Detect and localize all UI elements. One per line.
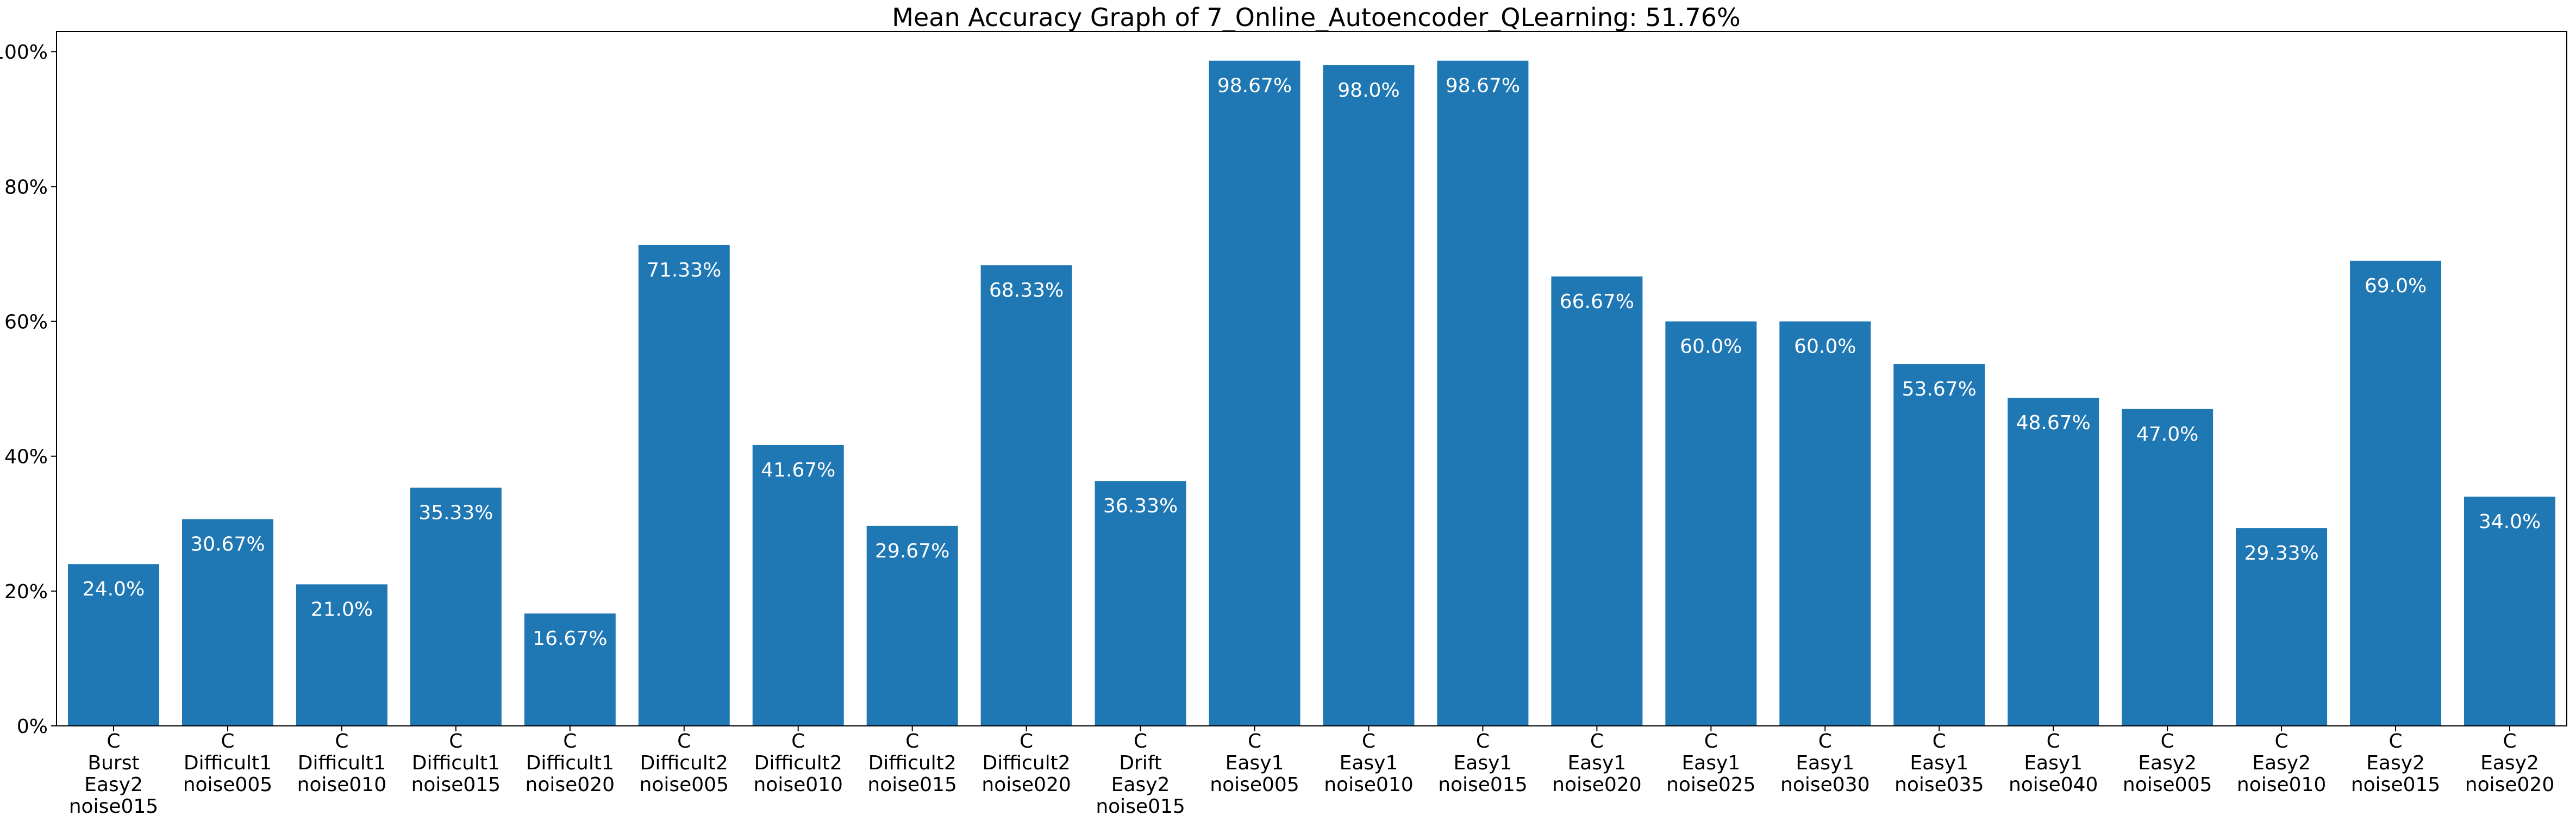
x-tick-label: C Difficult2 noise020	[981, 730, 1071, 796]
x-tick-label: C Difficult1 noise015	[411, 730, 501, 796]
x-tick-label: C Easy1 noise010	[1324, 730, 1413, 796]
data-label: 98.67%	[1217, 75, 1292, 97]
y-tick-label: 60%	[4, 311, 48, 334]
x-axis: C Burst Easy2 noise015 C Difficult1 noise005 C D…	[69, 726, 2554, 815]
data-label: 60.0%	[1794, 336, 1856, 358]
x-tick-label: C Easy1 noise005	[1210, 730, 1299, 796]
x-tick-label: C Difficult1 noise010	[297, 730, 386, 796]
bar	[980, 265, 1072, 726]
data-label: 48.67%	[2016, 412, 2091, 434]
data-label: 29.33%	[2244, 542, 2318, 565]
bar	[2350, 260, 2442, 726]
x-tick-label: C Easy2 noise005	[2123, 730, 2212, 796]
bar	[1209, 60, 1300, 726]
x-tick-label: C Difficult2 noise010	[753, 730, 842, 796]
y-tick-label: 80%	[4, 176, 48, 198]
data-label: 68.33%	[989, 279, 1064, 302]
data-label: 30.67%	[190, 533, 265, 555]
bar	[1437, 60, 1529, 726]
bar	[410, 487, 502, 726]
bar	[2122, 409, 2214, 726]
bar	[1779, 321, 1871, 726]
chart-title: Mean Accuracy Graph of 7_Online_Autoenco…	[892, 3, 1740, 32]
data-label: 29.67%	[875, 540, 949, 562]
x-tick-label: C Burst Easy2 noise015	[69, 730, 158, 815]
x-tick-label: C Easy1 noise015	[1438, 730, 1527, 796]
x-tick-label: C Easy2 noise010	[2237, 730, 2326, 796]
x-tick-label: C Easy2 noise015	[2351, 730, 2440, 796]
bar	[2008, 398, 2099, 726]
bar	[182, 519, 273, 726]
x-tick-label: C Difficult2 noise015	[867, 730, 956, 796]
bar	[1665, 321, 1757, 726]
x-tick-label: C Difficult1 noise005	[183, 730, 272, 796]
bar	[2464, 497, 2556, 726]
bar	[752, 444, 844, 726]
x-tick-label: C Easy1 noise020	[1552, 730, 1641, 796]
x-tick-label: C Easy1 noise030	[1780, 730, 1870, 796]
y-tick-label: 40%	[4, 446, 48, 468]
data-label: 41.67%	[761, 459, 835, 481]
data-label: 66.67%	[1560, 291, 1634, 313]
x-tick-label: C Drift Easy2 noise015	[1096, 730, 1185, 815]
y-tick-label: 100%	[0, 41, 48, 64]
bar	[296, 584, 387, 726]
bars-layer	[67, 60, 2556, 726]
data-label: 16.67%	[533, 628, 607, 650]
bar	[67, 564, 159, 726]
x-tick-label: C Easy2 noise020	[2465, 730, 2554, 796]
bar	[1095, 481, 1186, 726]
data-label: 24.0%	[83, 578, 145, 600]
data-label: 34.0%	[2479, 511, 2541, 533]
x-tick-label: C Easy1 noise035	[1895, 730, 1984, 796]
x-tick-label: C Easy1 noise040	[2009, 730, 2098, 796]
data-label: 98.0%	[1337, 79, 1399, 102]
data-label: 69.0%	[2365, 275, 2427, 297]
plot-frame	[56, 31, 2567, 726]
bar	[524, 613, 616, 726]
data-label: 47.0%	[2136, 423, 2198, 446]
bar	[1551, 276, 1643, 726]
x-tick-label: C Easy1 noise025	[1666, 730, 1755, 796]
bar	[1893, 364, 1985, 726]
y-axis: 0% 20% 40% 60% 80% 100%	[0, 41, 57, 738]
x-tick-label: C Difficult2 noise005	[640, 730, 729, 796]
bar	[2236, 528, 2328, 726]
data-label: 35.33%	[418, 502, 493, 524]
x-tick-label: C Difficult1 noise020	[526, 730, 615, 796]
bar	[1323, 65, 1415, 726]
data-label: 21.0%	[311, 598, 373, 620]
data-label: 98.67%	[1446, 75, 1520, 97]
y-tick-label: 20%	[4, 581, 48, 603]
bar	[866, 525, 958, 726]
y-tick-label: 0%	[17, 716, 48, 738]
data-label: 53.67%	[1902, 378, 1977, 400]
data-label: 36.33%	[1103, 495, 1178, 517]
data-label: 60.0%	[1680, 336, 1742, 358]
bar	[638, 244, 730, 726]
data-label: 71.33%	[647, 259, 721, 281]
data-labels-layer: 24.0% 30.67% 21.0% 35.33% 16.67% 71.33% 41.67%…	[83, 75, 2541, 650]
